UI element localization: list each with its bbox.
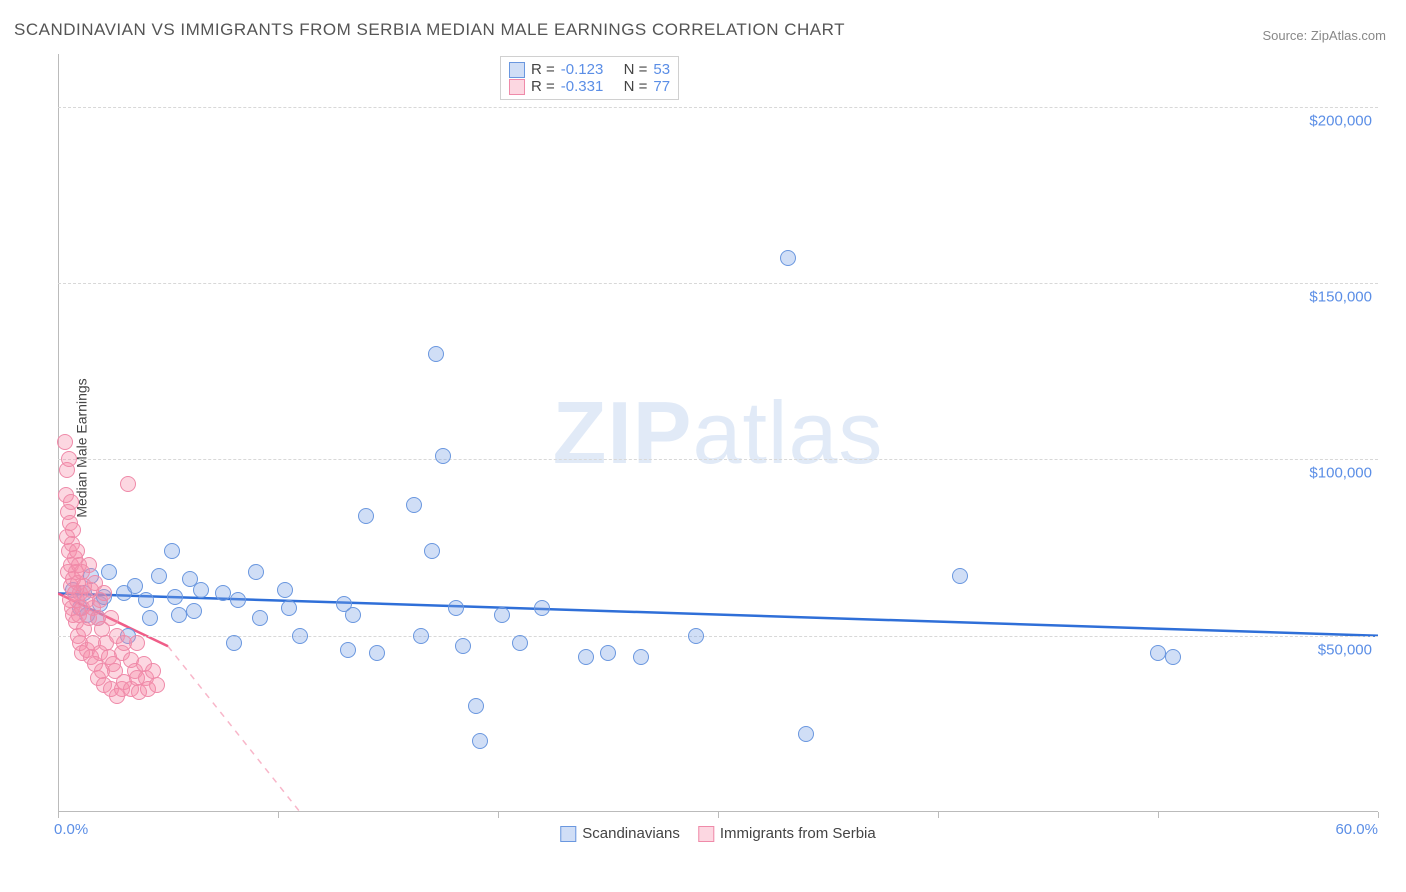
data-point: [226, 635, 242, 651]
gridline: [58, 107, 1378, 108]
data-point: [512, 635, 528, 651]
data-point: [455, 638, 471, 654]
swatch-serbia-icon: [698, 826, 714, 842]
data-point: [138, 592, 154, 608]
legend-row-serbia: R = -0.331 N = 77: [509, 78, 670, 95]
swatch-serbia: [509, 79, 525, 95]
n-value-scandinavians: 53: [653, 61, 670, 78]
data-point: [406, 497, 422, 513]
source-attribution: Source: ZipAtlas.com: [1262, 28, 1386, 43]
x-tick: [718, 812, 719, 818]
data-point: [252, 610, 268, 626]
n-value-serbia: 77: [653, 78, 670, 95]
data-point: [171, 607, 187, 623]
x-tick: [58, 812, 59, 818]
data-point: [65, 522, 81, 538]
data-point: [129, 635, 145, 651]
trend-lines: [58, 54, 1378, 812]
data-point: [193, 582, 209, 598]
x-tick: [498, 812, 499, 818]
data-point: [1150, 645, 1166, 661]
x-tick: [1378, 812, 1379, 818]
data-point: [127, 578, 143, 594]
source-link[interactable]: ZipAtlas.com: [1311, 28, 1386, 43]
r-value-serbia: -0.331: [561, 78, 604, 95]
correlation-legend: R = -0.123 N = 53 R = -0.331 N = 77: [500, 56, 679, 100]
legend-item-serbia: Immigrants from Serbia: [698, 825, 876, 842]
data-point: [230, 592, 246, 608]
data-point: [435, 448, 451, 464]
data-point: [186, 603, 202, 619]
n-label: N =: [624, 61, 648, 78]
data-point: [952, 568, 968, 584]
data-point: [1165, 649, 1181, 665]
chart-container: Median Male Earnings ZIPatlas R = -0.123…: [48, 54, 1388, 842]
data-point: [292, 628, 308, 644]
data-point: [81, 557, 97, 573]
data-point: [358, 508, 374, 524]
series-legend: Scandinavians Immigrants from Serbia: [560, 825, 875, 842]
data-point: [63, 494, 79, 510]
source-prefix: Source:: [1262, 28, 1310, 43]
r-label: R =: [531, 78, 555, 95]
y-tick-label: $100,000: [1309, 465, 1372, 482]
legend-row-scandinavians: R = -0.123 N = 53: [509, 61, 670, 78]
data-point: [633, 649, 649, 665]
swatch-scandinavians-icon: [560, 826, 576, 842]
x-tick: [278, 812, 279, 818]
y-tick-label: $50,000: [1318, 641, 1372, 658]
data-point: [281, 600, 297, 616]
data-point: [494, 607, 510, 623]
data-point: [101, 564, 117, 580]
data-point: [600, 645, 616, 661]
x-max-label: 60.0%: [1335, 821, 1378, 838]
data-point: [345, 607, 361, 623]
data-point: [142, 610, 158, 626]
data-point: [96, 585, 112, 601]
data-point: [448, 600, 464, 616]
swatch-scandinavians: [509, 62, 525, 78]
data-point: [61, 451, 77, 467]
x-tick: [1158, 812, 1159, 818]
data-point: [151, 568, 167, 584]
data-point: [413, 628, 429, 644]
data-point: [164, 543, 180, 559]
data-point: [534, 600, 550, 616]
gridline: [58, 636, 1378, 637]
data-point: [248, 564, 264, 580]
data-point: [688, 628, 704, 644]
y-tick-label: $200,000: [1309, 112, 1372, 129]
data-point: [103, 610, 119, 626]
data-point: [468, 698, 484, 714]
data-point: [369, 645, 385, 661]
trend-line-dash: [168, 646, 300, 812]
chart-title: SCANDINAVIAN VS IMMIGRANTS FROM SERBIA M…: [14, 20, 845, 40]
data-point: [57, 434, 73, 450]
legend-label-scandinavians: Scandinavians: [582, 825, 680, 842]
data-point: [424, 543, 440, 559]
data-point: [340, 642, 356, 658]
data-point: [215, 585, 231, 601]
legend-item-scandinavians: Scandinavians: [560, 825, 680, 842]
data-point: [472, 733, 488, 749]
x-tick: [938, 812, 939, 818]
data-point: [277, 582, 293, 598]
x-min-label: 0.0%: [54, 821, 88, 838]
data-point: [149, 677, 165, 693]
gridline: [58, 459, 1378, 460]
data-point: [780, 250, 796, 266]
y-tick-label: $150,000: [1309, 289, 1372, 306]
plot-area: ZIPatlas R = -0.123 N = 53 R = -0.331 N …: [58, 54, 1378, 812]
gridline: [58, 283, 1378, 284]
legend-label-serbia: Immigrants from Serbia: [720, 825, 876, 842]
data-point: [120, 476, 136, 492]
r-label: R =: [531, 61, 555, 78]
data-point: [578, 649, 594, 665]
n-label: N =: [624, 78, 648, 95]
data-point: [798, 726, 814, 742]
r-value-scandinavians: -0.123: [561, 61, 604, 78]
data-point: [428, 346, 444, 362]
data-point: [167, 589, 183, 605]
